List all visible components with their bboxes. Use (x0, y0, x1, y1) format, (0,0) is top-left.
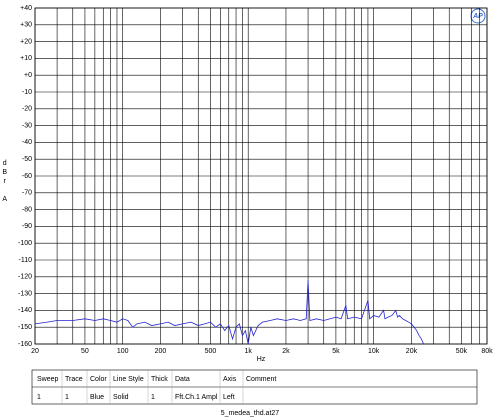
x-tick-label: 5k (332, 348, 340, 355)
x-tick-label: 20 (31, 348, 39, 355)
y-tick-label: -50 (22, 156, 32, 163)
y-tick-label: +20 (20, 38, 32, 45)
x-tick-label: 1k (244, 348, 252, 355)
x-tick-label: 200 (155, 348, 167, 355)
table-header: Comment (246, 376, 276, 383)
table-header: Trace (65, 376, 83, 383)
table-cell: 1 (151, 394, 155, 401)
logo-ring (470, 8, 486, 24)
x-tick-label: 500 (205, 348, 217, 355)
y-tick-label: +0 (24, 72, 32, 79)
table-header: Line Style (113, 376, 144, 383)
table-cell: Solid (113, 394, 129, 401)
table-header: Thick (151, 376, 168, 383)
table-cell: 1 (37, 394, 41, 401)
x-tick-label: 20k (406, 348, 418, 355)
y-axis-label: dBr A (1, 160, 8, 205)
y-tick-label: -100 (18, 240, 32, 247)
y-tick-label: -160 (18, 341, 32, 348)
x-tick-label: 10k (368, 348, 380, 355)
footer: 5_medea_thd.at27 (221, 410, 279, 417)
table-header: Color (90, 376, 107, 383)
y-tick-label: -120 (18, 274, 32, 281)
x-tick-label: 80k (481, 348, 493, 355)
logo: AP (472, 13, 483, 20)
series-line (34, 280, 424, 345)
y-tick-label: -10 (22, 89, 32, 96)
y-tick-label: -70 (22, 190, 32, 197)
table-header: Data (175, 376, 190, 383)
y-tick-label: -140 (18, 307, 32, 314)
y-tick-label: -60 (22, 173, 32, 180)
table-cell: Fft.Ch.1 Ampl (175, 394, 218, 401)
y-tick-label: -150 (18, 324, 32, 331)
x-tick-label: 2k (282, 348, 290, 355)
x-tick-label: 50k (456, 348, 468, 355)
y-tick-label: -30 (22, 122, 32, 129)
y-tick-label: +30 (20, 22, 32, 29)
table-cell: Left (223, 394, 235, 401)
y-tick-label: +40 (20, 5, 32, 12)
y-tick-label: +10 (20, 55, 32, 62)
table-header: Axis (223, 376, 237, 383)
y-tick-label: -40 (22, 139, 32, 146)
y-tick-label: -90 (22, 223, 32, 230)
x-tick-label: 50 (81, 348, 89, 355)
table-header: Sweep (37, 376, 59, 383)
x-tick-label: 100 (117, 348, 129, 355)
table-cell: 1 (65, 394, 69, 401)
x-axis-label: Hz (257, 356, 266, 363)
y-tick-label: -110 (19, 257, 33, 264)
y-tick-label: -130 (18, 290, 32, 297)
table-cell: Blue (90, 394, 104, 401)
y-tick-label: -20 (22, 106, 32, 113)
y-tick-label: -80 (22, 206, 32, 213)
